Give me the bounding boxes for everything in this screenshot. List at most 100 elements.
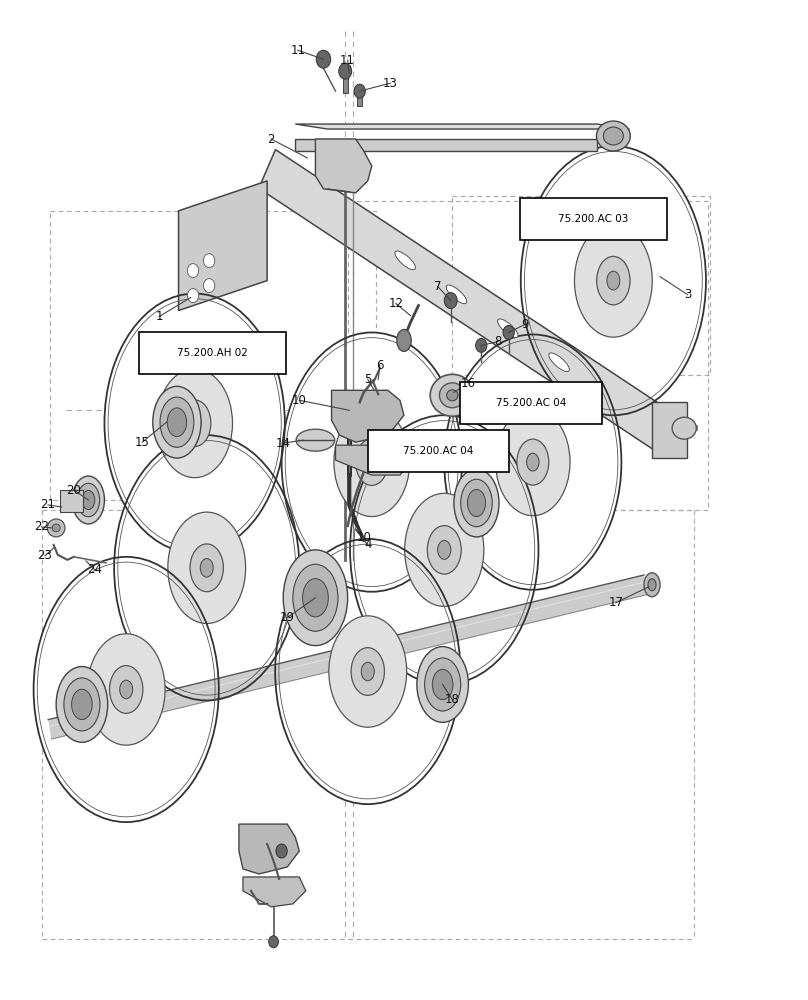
- Text: 10: 10: [356, 531, 371, 544]
- Ellipse shape: [527, 453, 539, 471]
- Ellipse shape: [34, 557, 219, 822]
- Ellipse shape: [549, 353, 570, 372]
- Ellipse shape: [430, 374, 474, 416]
- Text: 75.200.AC 03: 75.200.AC 03: [558, 214, 629, 224]
- Polygon shape: [239, 824, 299, 874]
- Ellipse shape: [365, 453, 378, 471]
- Circle shape: [204, 279, 215, 293]
- Ellipse shape: [397, 329, 411, 351]
- Ellipse shape: [356, 439, 388, 485]
- Text: 9: 9: [521, 318, 528, 331]
- Ellipse shape: [167, 408, 187, 437]
- Text: 8: 8: [494, 335, 502, 348]
- Text: 7: 7: [434, 280, 441, 293]
- FancyBboxPatch shape: [368, 430, 510, 472]
- Ellipse shape: [276, 539, 461, 804]
- Polygon shape: [343, 71, 347, 93]
- Text: 23: 23: [37, 549, 53, 562]
- Text: 4: 4: [364, 538, 372, 551]
- Bar: [652, 402, 688, 458]
- Ellipse shape: [53, 524, 60, 532]
- Text: 15: 15: [135, 436, 149, 449]
- Ellipse shape: [72, 476, 104, 524]
- Polygon shape: [48, 575, 647, 739]
- Ellipse shape: [190, 544, 223, 592]
- Ellipse shape: [302, 579, 328, 617]
- Text: 6: 6: [376, 359, 384, 372]
- Text: 11: 11: [290, 44, 305, 57]
- Ellipse shape: [179, 400, 211, 447]
- Text: 12: 12: [389, 297, 403, 310]
- Ellipse shape: [440, 383, 465, 408]
- Ellipse shape: [438, 540, 451, 559]
- Text: 20: 20: [66, 484, 82, 497]
- Ellipse shape: [350, 415, 538, 684]
- Ellipse shape: [329, 616, 406, 727]
- Ellipse shape: [648, 579, 656, 591]
- Circle shape: [187, 264, 199, 278]
- FancyBboxPatch shape: [139, 332, 286, 374]
- Ellipse shape: [672, 417, 696, 439]
- Ellipse shape: [157, 369, 233, 478]
- Circle shape: [269, 936, 279, 948]
- Ellipse shape: [188, 414, 201, 432]
- Ellipse shape: [160, 397, 194, 447]
- Polygon shape: [179, 181, 267, 311]
- Ellipse shape: [351, 648, 385, 695]
- Ellipse shape: [461, 479, 492, 527]
- Text: 75.200.AC 04: 75.200.AC 04: [403, 446, 473, 456]
- Ellipse shape: [405, 493, 484, 606]
- Ellipse shape: [56, 667, 107, 742]
- Circle shape: [476, 338, 487, 352]
- Ellipse shape: [168, 512, 246, 624]
- Text: 11: 11: [340, 54, 356, 67]
- Bar: [60, 490, 82, 512]
- Text: 17: 17: [608, 596, 623, 609]
- Ellipse shape: [644, 573, 660, 597]
- Polygon shape: [243, 877, 305, 907]
- Text: 13: 13: [383, 77, 398, 90]
- Ellipse shape: [454, 469, 499, 537]
- Ellipse shape: [48, 519, 65, 537]
- Ellipse shape: [153, 386, 201, 458]
- Polygon shape: [331, 390, 404, 442]
- Ellipse shape: [604, 127, 624, 145]
- Ellipse shape: [77, 483, 99, 517]
- FancyBboxPatch shape: [461, 382, 602, 424]
- Circle shape: [354, 84, 365, 98]
- Ellipse shape: [521, 146, 706, 415]
- Ellipse shape: [292, 564, 338, 631]
- Text: 14: 14: [276, 437, 291, 450]
- Ellipse shape: [114, 435, 299, 700]
- Ellipse shape: [87, 634, 165, 745]
- Ellipse shape: [574, 224, 652, 337]
- Polygon shape: [357, 91, 362, 106]
- Text: 24: 24: [87, 563, 103, 576]
- Ellipse shape: [200, 559, 213, 577]
- Circle shape: [444, 293, 457, 309]
- Ellipse shape: [468, 489, 486, 517]
- Ellipse shape: [104, 294, 285, 553]
- FancyBboxPatch shape: [520, 198, 667, 240]
- Circle shape: [503, 325, 515, 339]
- Ellipse shape: [596, 121, 630, 151]
- Text: 75.200.AH 02: 75.200.AH 02: [177, 348, 248, 358]
- Circle shape: [204, 254, 215, 268]
- Text: 22: 22: [34, 520, 49, 533]
- Ellipse shape: [607, 271, 620, 290]
- Ellipse shape: [110, 666, 143, 713]
- Text: 19: 19: [280, 611, 295, 624]
- Circle shape: [316, 50, 330, 68]
- Ellipse shape: [64, 678, 100, 731]
- Text: 75.200.AC 04: 75.200.AC 04: [496, 398, 566, 408]
- Text: 5: 5: [364, 373, 372, 386]
- Text: 3: 3: [684, 288, 691, 301]
- Polygon shape: [295, 139, 597, 151]
- Ellipse shape: [334, 408, 410, 517]
- Circle shape: [276, 844, 287, 858]
- Ellipse shape: [296, 429, 335, 451]
- Polygon shape: [315, 139, 372, 193]
- Ellipse shape: [517, 439, 549, 485]
- Polygon shape: [259, 150, 670, 450]
- Ellipse shape: [425, 658, 461, 711]
